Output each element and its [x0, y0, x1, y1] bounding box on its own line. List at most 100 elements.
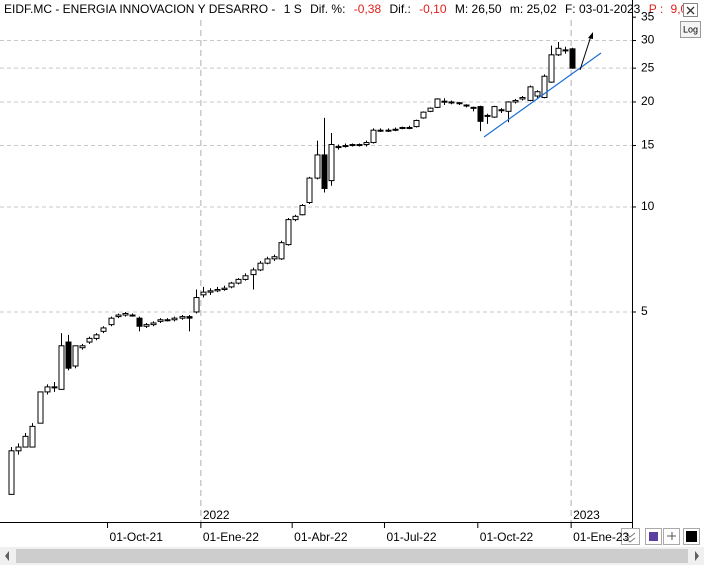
- x-tick-label: 01-Abr-22: [294, 530, 348, 544]
- candle-body: [441, 100, 448, 103]
- candle-body: [136, 317, 143, 327]
- scroll-thumb[interactable]: [16, 549, 688, 563]
- y-tick-label: 15: [641, 138, 655, 152]
- color-icon: [686, 531, 697, 542]
- arrow-head: [588, 32, 593, 39]
- year-label: 2022: [203, 508, 230, 522]
- candle-body: [186, 316, 193, 319]
- candle-body: [278, 242, 285, 260]
- bottom-toolbar: [621, 528, 700, 545]
- candle-body: [555, 47, 562, 56]
- candle-body: [37, 391, 44, 424]
- candle-body: [363, 142, 370, 146]
- candle-body: [242, 275, 249, 280]
- candle-body: [8, 450, 15, 495]
- candle-body: [292, 215, 299, 221]
- candle-body: [498, 109, 505, 112]
- candle-body: [164, 319, 171, 322]
- candle-body: [228, 282, 235, 288]
- candle-body: [541, 75, 548, 98]
- candle-body: [534, 91, 541, 97]
- candle-body: [370, 129, 377, 144]
- candle-body: [171, 317, 178, 321]
- candle-body: [200, 291, 207, 296]
- candle-body: [214, 288, 221, 292]
- period: 1 S: [284, 2, 302, 16]
- candle-body: [356, 144, 363, 147]
- plot-area: 2022 2023: [0, 10, 632, 522]
- candle-body: [257, 262, 264, 271]
- candle-body: [377, 129, 384, 132]
- candle-body: [349, 144, 356, 147]
- candle-body: [22, 435, 29, 448]
- candle-body: [250, 269, 257, 276]
- candle-body: [235, 278, 242, 284]
- candle-body: [207, 290, 214, 293]
- candle-body: [527, 86, 534, 101]
- collapse-icon: [624, 532, 636, 543]
- candle-body: [271, 256, 278, 260]
- candle-body: [519, 96, 526, 100]
- log-box: [680, 21, 701, 38]
- arrow-line: [579, 35, 592, 71]
- candle-body: [129, 314, 136, 317]
- candle-body: [434, 98, 441, 108]
- log-label: Log: [683, 24, 698, 34]
- close-button[interactable]: [683, 3, 698, 17]
- header-text: EIDF.MC - ENERGIA INNOVACION Y DESARRO -…: [4, 2, 694, 16]
- candle-body: [285, 219, 292, 246]
- scroll-left[interactable]: [5, 551, 9, 561]
- candle-body: [335, 146, 342, 149]
- log-button[interactable]: Log: [680, 21, 701, 38]
- y-tick-label: 35: [641, 9, 655, 23]
- candle-body: [569, 48, 576, 69]
- candle-body: [463, 104, 470, 107]
- year-label-bg: [201, 509, 232, 521]
- x-tick-label: 01-Ene-23: [573, 530, 629, 544]
- candle-body: [58, 345, 65, 390]
- candle-body: [385, 129, 392, 132]
- x-tick-label: 01-Jul-22: [386, 530, 436, 544]
- min: m: 25,02: [510, 2, 557, 16]
- save-icon: [649, 532, 658, 541]
- candle-body: [15, 446, 22, 452]
- max: M: 26,50: [455, 2, 502, 16]
- candle-body: [29, 425, 36, 448]
- candle-body: [79, 345, 86, 349]
- candle-body: [115, 314, 122, 318]
- candle-body: [392, 128, 399, 131]
- candle-body: [299, 204, 306, 216]
- y-tick-label: 20: [641, 94, 655, 108]
- candle-body: [157, 319, 164, 322]
- candle-body: [86, 337, 93, 343]
- y-tick-label: 5: [641, 304, 648, 318]
- candle-body: [456, 102, 463, 105]
- scrollbar[interactable]: [0, 547, 704, 565]
- year-label-bg: [572, 509, 603, 521]
- date: F: 03-01-2023: [565, 2, 641, 16]
- y-tick-label: 10: [641, 199, 655, 213]
- year-label: 2023: [573, 508, 600, 522]
- candle-body: [548, 54, 555, 83]
- y-tick-label: 25: [641, 60, 655, 74]
- candle-body: [122, 313, 129, 316]
- close-icon: [686, 6, 695, 15]
- candle-body: [44, 386, 51, 393]
- candle-body: [143, 324, 150, 327]
- x-tick-label: 01-Oct-22: [480, 530, 534, 544]
- candle-body: [51, 386, 58, 389]
- candle-body: [72, 345, 79, 367]
- candle-body: [562, 49, 569, 52]
- candle-body: [264, 258, 271, 264]
- candle-body: [193, 297, 200, 313]
- candle-body: [321, 154, 328, 189]
- candle-body: [179, 316, 186, 319]
- candle-body: [406, 126, 413, 129]
- candle-body: [505, 101, 512, 112]
- candle-body: [427, 107, 434, 112]
- dif: -0,10: [419, 2, 447, 16]
- scroll-right[interactable]: [695, 551, 699, 561]
- dif-pct-label: Dif. %:: [310, 2, 345, 16]
- x-tick-label: 01-Oct-21: [110, 530, 164, 544]
